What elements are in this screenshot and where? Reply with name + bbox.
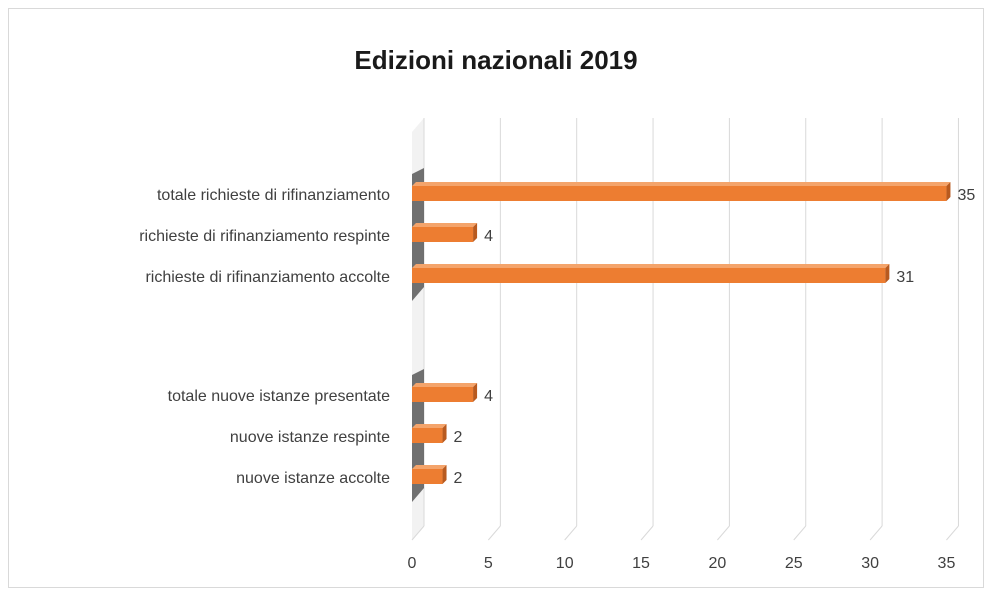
x-tick-label: 30 — [861, 555, 879, 572]
bar-top — [412, 223, 478, 227]
data-label: 31 — [896, 269, 914, 286]
category-label: totale nuove istanze presentate — [168, 388, 390, 405]
bar-end — [442, 465, 447, 484]
gridline-depth — [487, 525, 501, 541]
data-label: 2 — [454, 470, 463, 487]
x-tick-label: 15 — [632, 555, 650, 572]
category-label: nuove istanze accolte — [236, 470, 390, 487]
data-label: 35 — [957, 187, 975, 204]
bar — [412, 387, 474, 402]
x-tick-label: 35 — [938, 555, 956, 572]
category-label: richieste di rifinanziamento accolte — [145, 269, 390, 286]
bar-end — [946, 182, 951, 201]
data-label: 4 — [484, 388, 493, 405]
bar — [412, 428, 443, 443]
bar-end — [473, 383, 478, 402]
chart-frame: Edizioni nazionali 2019 — [8, 8, 984, 588]
bar — [412, 268, 886, 283]
x-tick-label: 5 — [484, 555, 493, 572]
category-label: richieste di rifinanziamento respinte — [139, 228, 390, 245]
category-label: totale richieste di rifinanziamento — [157, 187, 390, 204]
gridline-depth — [564, 525, 578, 541]
bar-end — [885, 264, 890, 283]
bar-top — [412, 424, 447, 428]
x-tick-label: 0 — [408, 555, 417, 572]
data-label: 2 — [454, 429, 463, 446]
chart-title: Edizioni nazionali 2019 — [354, 45, 638, 75]
x-tick-label: 25 — [785, 555, 803, 572]
bar-end — [442, 424, 447, 443]
x-tick-label: 20 — [709, 555, 727, 572]
bar-end — [473, 223, 478, 242]
bar-top — [412, 383, 478, 387]
gridline-depth — [869, 525, 883, 541]
bar-top — [412, 465, 447, 469]
gridline-depth — [946, 525, 959, 541]
x-tick-label: 10 — [556, 555, 574, 572]
data-label: 4 — [484, 228, 493, 245]
category-label: nuove istanze respinte — [230, 429, 390, 446]
bar — [412, 227, 474, 242]
gridline-depth — [640, 525, 654, 541]
bar — [412, 186, 947, 201]
bar — [412, 469, 443, 484]
bar-top — [412, 182, 951, 186]
gridline-depth — [793, 525, 807, 541]
bar-top — [412, 264, 890, 268]
gridline-depth — [717, 525, 730, 541]
gridline-depth — [411, 525, 425, 541]
